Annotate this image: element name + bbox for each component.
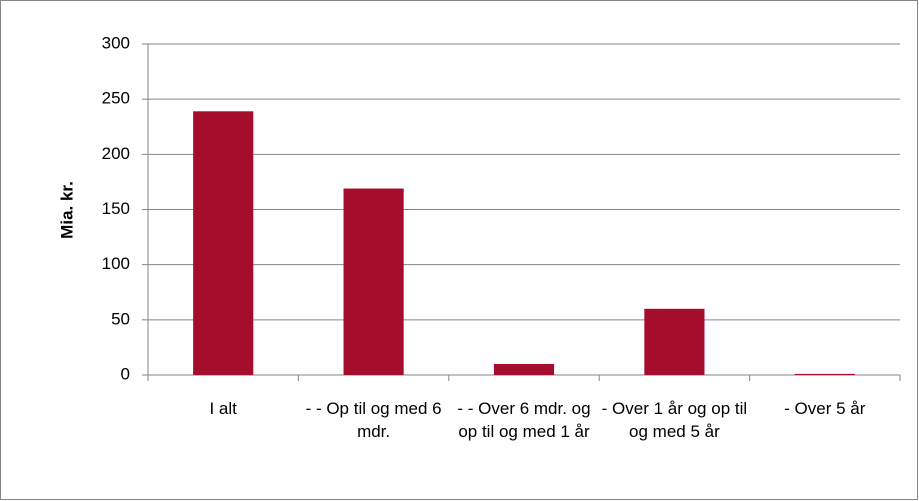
bar [644, 308, 705, 375]
bar [493, 363, 555, 375]
x-tick-label-line: - - Op til og med 6 [306, 399, 442, 418]
x-tick-label-line: - Over 5 år [784, 399, 866, 418]
x-tick-label-line: - Over 1 år og op til [602, 399, 748, 418]
x-tick-label-line: mdr. [357, 422, 390, 441]
x-tick-label-line: og med 5 år [629, 422, 720, 441]
x-tick-label: - - Op til og med 6 mdr. [306, 399, 442, 441]
y-tick-label: 50 [111, 309, 130, 328]
x-tick-label: I alt [209, 399, 237, 418]
bar [343, 188, 404, 375]
x-tick-label: - - Over 6 mdr. og op til og med 1 år [457, 399, 590, 441]
y-tick-label: 250 [102, 89, 130, 108]
x-tick-label-line: I alt [209, 399, 237, 418]
bar [794, 373, 855, 375]
bar [193, 111, 254, 375]
y-tick-label: 200 [102, 144, 130, 163]
x-tick-label: - Over 5 år [784, 399, 866, 418]
y-tick-label: 300 [102, 33, 130, 52]
x-tick-label: - Over 1 år og op til og med 5 år [602, 399, 748, 441]
y-axis-label: Mia. kr. [57, 181, 76, 239]
y-tick-label: 100 [102, 254, 130, 273]
y-tick-label: 0 [121, 364, 130, 383]
x-tick-label-line: op til og med 1 år [458, 422, 590, 441]
x-tick-label-line: - - Over 6 mdr. og [457, 399, 590, 418]
y-tick-label: 150 [102, 199, 130, 218]
